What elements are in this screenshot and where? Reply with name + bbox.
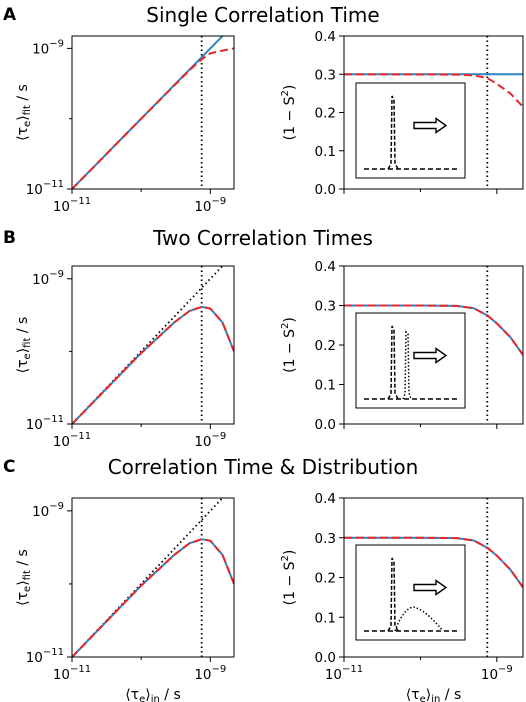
row-title-b: Two Correlation Times: [152, 226, 373, 250]
y-tick-label: 0.1: [315, 378, 336, 394]
x-tick-label: 10−11: [53, 196, 91, 215]
y-tick-label: 0.3: [315, 299, 336, 315]
x-axis-label: ⟨τe⟩in / s: [125, 687, 181, 702]
chart-a-left: 10−11 10−9 10−11 10−9 ⟨τe⟩fit / s: [15, 35, 235, 215]
y-axis-label: (1 − S2): [280, 85, 298, 141]
series-solid-blue: [72, 305, 234, 424]
inset-distribution: [394, 606, 444, 632]
y-tick-label: 0.4: [315, 259, 336, 275]
series-dashed-red: [344, 73, 523, 108]
series-dashed-red: [344, 304, 523, 356]
series-dotted-black: [72, 266, 224, 424]
y-tick-label: 0.0: [315, 650, 336, 666]
y-tick-label: 0.3: [315, 531, 336, 547]
y-axis-label: ⟨τe⟩fit / s: [15, 84, 33, 141]
y-tick-label: 0.2: [315, 106, 336, 122]
y-tick-label: 0.2: [315, 338, 336, 354]
y-axis-label: (1 − S2): [280, 317, 298, 373]
y-tick-label: 10−11: [26, 414, 64, 433]
x-tick-label: 10−11: [53, 664, 91, 683]
inset-frame: [355, 82, 466, 179]
x-tick-label: 10−9: [194, 431, 226, 450]
inset-frame: [355, 544, 466, 641]
inset-box: [355, 312, 466, 409]
panel-letter-a: A: [3, 5, 17, 25]
x-tick-label: 10−11: [53, 431, 91, 450]
inset-box: [355, 82, 466, 179]
y-tick-label: 10−9: [32, 501, 64, 520]
series-dashed-red: [72, 47, 234, 189]
inset-frame: [355, 312, 466, 409]
x-tick-label: 10−9: [481, 664, 513, 683]
y-axis-label: ⟨τe⟩fit / s: [15, 549, 33, 606]
series-dashed-red: [72, 305, 234, 424]
y-tick-label: 0.4: [315, 491, 336, 507]
chart-a-right: 0.0 0.1 0.2 0.3 0.4 (1 − S2): [280, 29, 524, 198]
y-tick-label: 0.0: [315, 182, 336, 198]
y-tick-label: 10−9: [32, 269, 64, 288]
arrow-right-icon: [413, 579, 448, 596]
y-axis-label: (1 − S2): [280, 550, 298, 606]
y-tick-label: 10−9: [32, 38, 64, 57]
plot-frame: [71, 35, 235, 190]
x-tick-label: 10−9: [194, 196, 226, 215]
inset-peak-secondary: [402, 330, 412, 400]
y-tick-label: 0.3: [315, 67, 336, 83]
y-tick-label: 10−11: [26, 647, 64, 666]
y-tick-label: 0.0: [315, 417, 336, 433]
chart-b-left: 10−11 10−9 10−11 10−9 ⟨τe⟩fit / s: [15, 265, 235, 450]
chart-c-right: 0.0 0.1 0.2 0.3 0.4 10−11 10−9 (1 − S2) ⟨τe⟩in /…: [280, 491, 524, 702]
panel-letter-b: B: [3, 228, 16, 248]
row-title-a: Single Correlation Time: [146, 3, 379, 27]
arrow-right-icon: [413, 347, 448, 364]
panel-letter-c: C: [3, 457, 15, 477]
y-tick-label: 0.4: [315, 29, 336, 45]
x-tick-label: 10−11: [325, 664, 363, 683]
chart-b-right: 0.0 0.1 0.2 0.3 0.4 (1 − S2): [280, 259, 524, 433]
x-tick-label: 10−9: [194, 664, 226, 683]
x-axis-label: ⟨τe⟩in / s: [406, 687, 462, 702]
arrow-right-icon: [413, 117, 448, 134]
y-tick-label: 10−11: [26, 179, 64, 198]
series-dashed-red: [72, 538, 234, 657]
plot-frame: [71, 265, 235, 425]
y-tick-label: 0.1: [315, 610, 336, 626]
series-dotted-black: [72, 498, 224, 657]
y-axis-label: ⟨τe⟩fit / s: [15, 317, 33, 374]
series-dashed-red: [344, 536, 523, 588]
row-title-c: Correlation Time & Distribution: [108, 455, 419, 479]
plot-frame: [71, 497, 235, 658]
chart-c-left: 10−11 10−9 10−11 10−9 ⟨τe⟩fit / s ⟨τe⟩in / s: [15, 497, 235, 702]
series-solid-blue: [72, 538, 234, 657]
inset-box: [355, 544, 466, 641]
y-tick-label: 0.2: [315, 571, 336, 587]
y-tick-label: 0.1: [315, 144, 336, 160]
